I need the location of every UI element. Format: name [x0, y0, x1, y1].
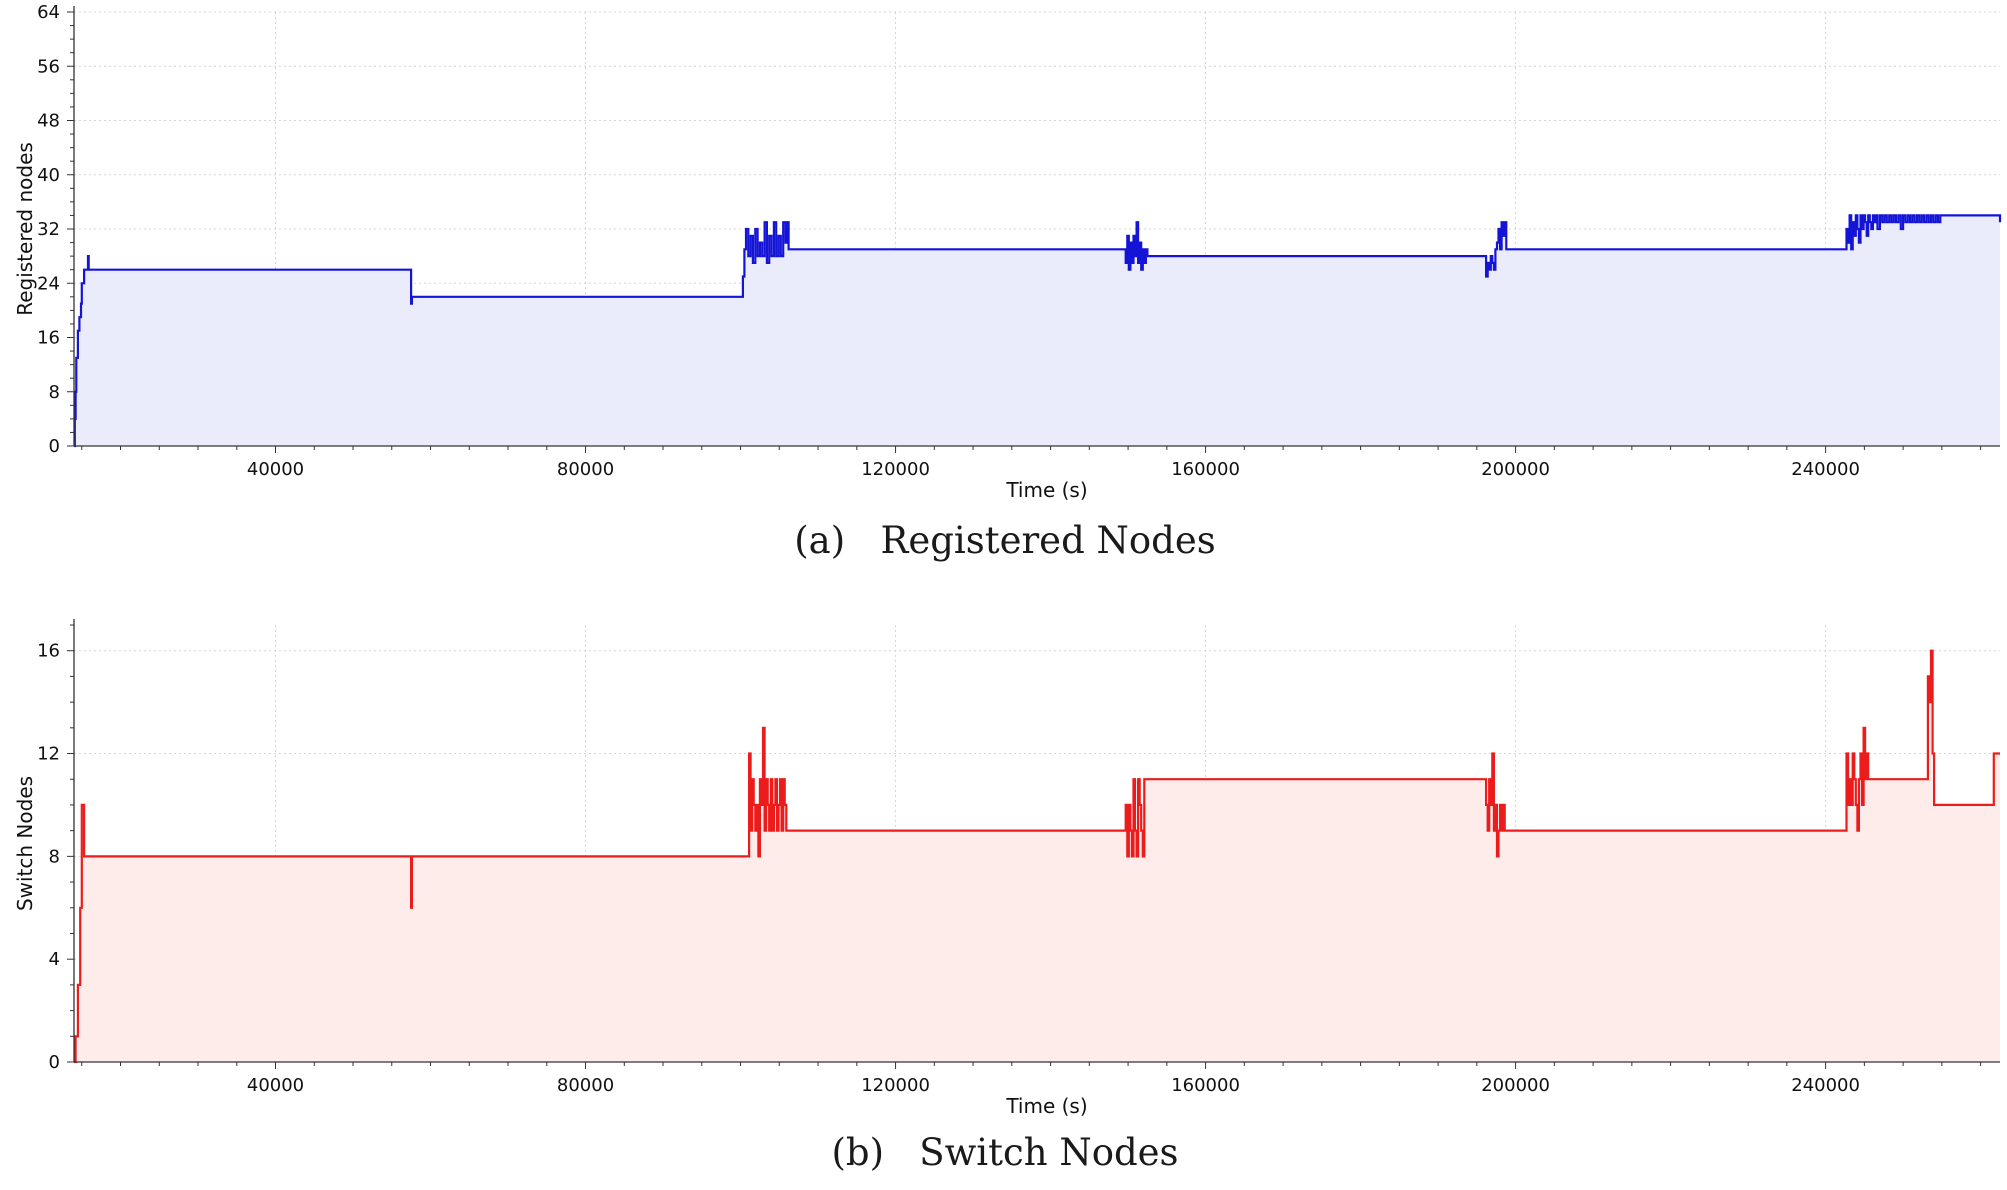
- axes: [67, 619, 2000, 1069]
- y-tick-label: 0: [49, 436, 60, 457]
- y-tick-label: 0: [49, 1052, 60, 1073]
- x-tick-label: 200000: [1481, 1075, 1550, 1096]
- x-tick-label: 80000: [557, 1075, 614, 1096]
- series-line: [74, 649, 2000, 1064]
- axes: [67, 6, 2000, 453]
- x-tick-label: 120000: [861, 459, 930, 480]
- x-tick-label: 200000: [1481, 459, 1550, 480]
- series-line-layer: [74, 649, 2000, 1064]
- x-tick-label: 160000: [1171, 459, 1240, 480]
- y-tick-label: 16: [37, 328, 60, 349]
- tick-labels: 40000 80000 120000 160000 200000 240000 0 4 8 12 1…: [37, 641, 1860, 1096]
- y-tick-label: 16: [37, 641, 60, 662]
- registered-nodes-chart: 40000 80000 120000 160000 200000 240000 0 8 16 24…: [13, 2, 2002, 562]
- series-line-layer: [73, 214, 2002, 448]
- y-tick-label: 40: [37, 165, 60, 186]
- area-fill-layer: [74, 215, 2000, 446]
- chart-caption: (a) Registered Nodes: [794, 519, 1216, 562]
- y-tick-label: 48: [37, 111, 60, 132]
- series-line: [73, 214, 2002, 448]
- x-tick-label: 40000: [247, 1075, 304, 1096]
- x-tick-label: 120000: [861, 1075, 930, 1096]
- y-tick-label: 8: [49, 846, 60, 867]
- x-axis-label: Time (s): [1005, 478, 1087, 502]
- x-tick-label: 160000: [1171, 1075, 1240, 1096]
- y-tick-label: 12: [37, 744, 60, 765]
- x-tick-label: 80000: [557, 459, 614, 480]
- series-area: [74, 215, 2000, 446]
- y-tick-label: 32: [37, 219, 60, 240]
- y-axis-label: Registered nodes: [13, 142, 37, 316]
- y-axis-label: Switch Nodes: [13, 776, 37, 911]
- x-tick-label: 240000: [1791, 1075, 1860, 1096]
- tick-labels: 40000 80000 120000 160000 200000 240000 0 8 16 24…: [37, 2, 1860, 480]
- y-tick-label: 64: [37, 2, 60, 23]
- y-tick-label: 4: [49, 949, 60, 970]
- y-tick-label: 56: [37, 56, 60, 77]
- y-tick-label: 24: [37, 273, 60, 294]
- x-axis-label: Time (s): [1005, 1094, 1087, 1118]
- y-tick-label: 8: [49, 382, 60, 403]
- switch-nodes-chart: 40000 80000 120000 160000 200000 240000 0 4 8 12 1…: [13, 619, 2000, 1174]
- series-area: [74, 650, 2000, 1062]
- area-fill-layer: [74, 650, 2000, 1062]
- x-tick-label: 40000: [247, 459, 304, 480]
- chart-caption: (b) Switch Nodes: [831, 1131, 1178, 1174]
- x-tick-label: 240000: [1791, 459, 1860, 480]
